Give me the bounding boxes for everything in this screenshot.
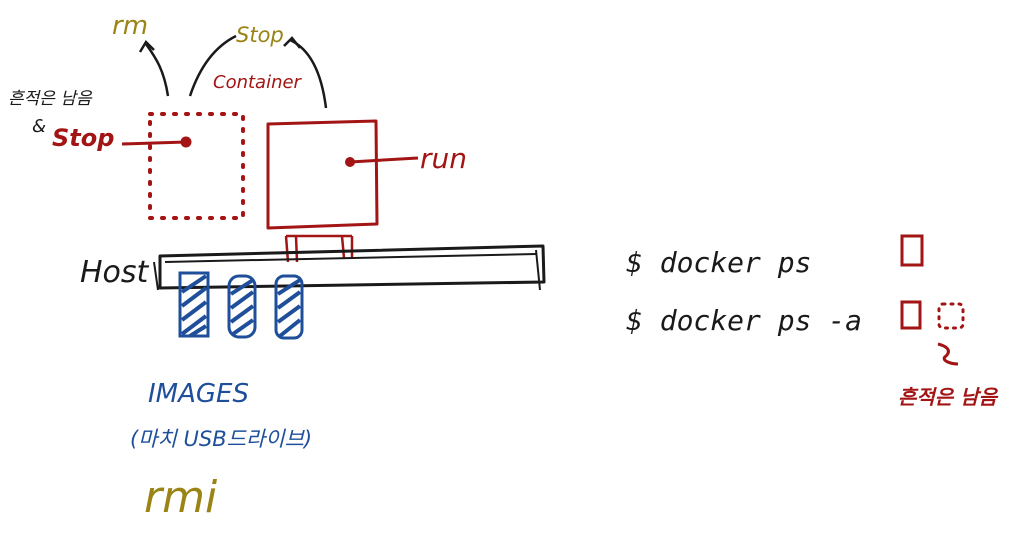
stop-top-label: Stop: [236, 23, 284, 47]
container-legs: [284, 234, 354, 263]
rm-arrowhead: [138, 39, 155, 53]
stop-left-label: Stop: [52, 124, 114, 152]
running-container-box: [266, 119, 379, 230]
run-label: run: [420, 142, 467, 175]
note-left-line1: 흔적은 남음: [8, 89, 93, 109]
ps-a-running-square: [900, 300, 922, 330]
stop-curve-left: [188, 34, 237, 97]
host-label: Host: [80, 255, 150, 290]
cmd-docker-ps: $ docker ps: [626, 246, 811, 279]
images-note: (마치 USB드라이브): [130, 427, 312, 451]
rmi-label: rmi: [144, 472, 218, 523]
images-label: IMAGES: [148, 379, 249, 409]
host-bar-inner-line: [164, 253, 537, 263]
trace-brace: [937, 342, 959, 366]
host-bar: [158, 244, 546, 290]
host-bar-edges: [153, 249, 541, 291]
rm-label: rm: [112, 11, 148, 41]
stopped-container-dotted-box: [148, 112, 245, 220]
cmd-docker-ps-a: $ docker ps -a: [626, 304, 862, 337]
image-block-3: [274, 274, 304, 340]
image-block-1: [178, 271, 210, 338]
ps-a-stopped-square: [937, 302, 965, 330]
stop-left-line: [121, 140, 187, 146]
stopped-container-dot: [180, 136, 192, 148]
run-line: [349, 156, 419, 164]
note-left-line2: &: [32, 116, 46, 137]
ps-running-square: [900, 234, 924, 267]
container-label: Container: [213, 72, 303, 93]
trace-note: 흔적은 남음: [898, 385, 999, 409]
stop-arrowhead: [283, 36, 301, 49]
rm-arrow: [144, 43, 170, 97]
image-block-2: [227, 274, 257, 339]
